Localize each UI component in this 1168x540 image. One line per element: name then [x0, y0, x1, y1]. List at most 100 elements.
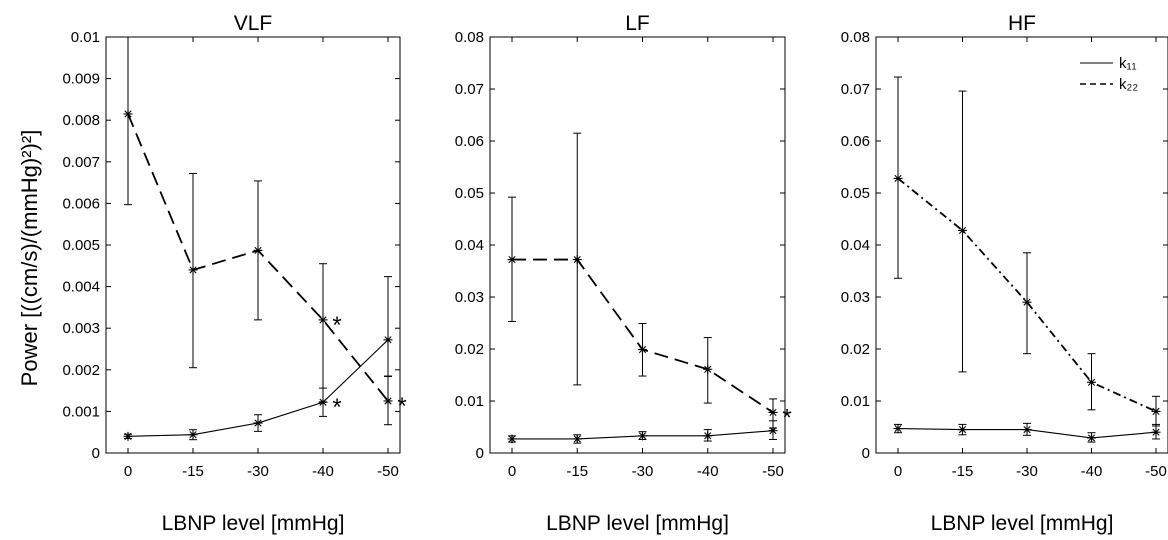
data-point-marker	[253, 418, 263, 428]
x-tick-label: -15	[566, 463, 588, 480]
y-tick-label: 0.008	[62, 112, 100, 129]
x-tick-label: -50	[762, 463, 784, 480]
data-point-marker	[1151, 406, 1161, 416]
data-point-marker-stroke	[958, 426, 967, 434]
x-tick-label: -30	[1016, 463, 1038, 480]
y-tick-label: 0.05	[455, 185, 484, 202]
data-point-marker-stroke	[319, 316, 327, 324]
chart-panel-vlf: VLF 0 0.001 0.002 0.003 0.004 0.005 0.006 0.007 0…	[62, 12, 406, 535]
data-point-marker	[318, 315, 328, 325]
data-point-marker-stroke	[508, 435, 516, 443]
data-point-marker	[383, 396, 393, 406]
y-tick-label: 0.03	[455, 289, 484, 306]
data-point-marker-stroke	[254, 419, 262, 427]
y-tick-label: 0.003	[62, 320, 100, 337]
chart-panel-lf: LF 0 0.01 0.02 0.03 0.04 0.05 0.06 0.07 0.08 0 -15 -…	[455, 12, 792, 535]
chart-title: LF	[625, 12, 650, 35]
data-point-marker-stroke	[189, 431, 197, 439]
data-point-marker	[893, 173, 903, 183]
data-point-marker	[572, 434, 582, 444]
data-point-marker-stroke	[573, 435, 581, 443]
legend-label-k11: k₁₁	[1119, 55, 1137, 72]
legend-label-k22: k₂₂	[1119, 76, 1138, 93]
series-k22	[507, 132, 778, 429]
data-point-marker	[507, 434, 517, 444]
y-tick-label: 0.01	[71, 29, 100, 46]
x-tick-label: -50	[1145, 463, 1167, 480]
data-point-marker	[188, 265, 198, 275]
significance-asterisk: *	[332, 394, 341, 421]
y-tick-label: 0.02	[455, 341, 484, 358]
data-point-marker-stroke	[1087, 434, 1096, 442]
data-point-marker-stroke	[384, 397, 392, 405]
y-tick-label: 0.009	[62, 71, 100, 88]
data-point-marker	[1151, 427, 1161, 437]
data-point-marker	[383, 335, 393, 345]
significance-asterisk: *	[397, 393, 406, 420]
chart-title: HF	[1008, 12, 1036, 35]
data-point-marker-stroke	[638, 432, 647, 440]
data-point-marker	[123, 431, 133, 441]
series-k11	[507, 420, 778, 444]
y-tick-label: 0.04	[455, 237, 484, 254]
y-tick-label: 0.005	[62, 237, 100, 254]
data-point-marker	[123, 109, 133, 119]
data-point-marker-stroke	[704, 432, 712, 440]
y-tick-label: 0.06	[841, 133, 870, 150]
x-tick-label: -50	[377, 463, 399, 480]
series-k11	[893, 422, 1161, 443]
data-point-marker-stroke	[1087, 378, 1096, 386]
data-point-marker	[638, 345, 647, 355]
y-tick-label: 0.004	[62, 279, 100, 296]
data-point-marker	[188, 430, 198, 440]
y-tick-label: 0.01	[455, 393, 484, 410]
data-point-marker	[1022, 297, 1032, 307]
data-point-marker-stroke	[508, 255, 516, 264]
x-tick-label: -40	[697, 463, 719, 480]
data-point-marker	[253, 245, 263, 255]
y-tick-label: 0.06	[455, 133, 484, 150]
y-tick-label: 0.02	[841, 341, 870, 358]
y-tick-label: 0.03	[841, 289, 870, 306]
data-point-marker	[1022, 425, 1032, 435]
data-point-marker	[572, 255, 582, 265]
data-point-marker	[958, 225, 967, 235]
x-tick-label: -15	[182, 463, 204, 480]
y-tick-label: 0.08	[841, 29, 870, 46]
y-tick-label: 0	[476, 445, 484, 462]
x-tick-label: 0	[508, 463, 516, 480]
plot-frame	[875, 36, 1168, 454]
data-point-marker-stroke	[124, 110, 132, 118]
series-k11	[123, 276, 393, 441]
x-tick-label: -40	[1081, 463, 1103, 480]
x-axis-label: LBNP level [mmHg]	[162, 512, 345, 535]
y-tick-label: 0	[92, 445, 100, 462]
data-point-marker-stroke	[189, 266, 197, 274]
y-tick-label: 0	[862, 445, 870, 462]
y-tick-label: 0.001	[62, 403, 100, 420]
error-bar	[319, 263, 327, 403]
significance-asterisk: *	[782, 404, 791, 431]
y-tick-label: 0.07	[841, 81, 870, 98]
x-axis-label: LBNP level [mmHg]	[546, 512, 729, 535]
y-tick-label: 0.007	[62, 154, 100, 171]
data-point-marker-stroke	[638, 345, 647, 354]
data-point-marker	[958, 425, 967, 435]
data-point-marker	[893, 424, 903, 434]
data-point-marker-stroke	[573, 255, 581, 264]
y-tick-label: 0.01	[841, 393, 870, 410]
data-point-marker-stroke	[1152, 407, 1160, 415]
x-tick-label: -30	[247, 463, 269, 480]
data-point-marker	[507, 255, 517, 265]
data-point-marker-stroke	[254, 246, 262, 254]
series-k22	[893, 76, 1161, 427]
data-point-marker-stroke	[1152, 428, 1160, 436]
y-tick-label: 0.05	[841, 185, 870, 202]
plot-frame	[105, 36, 401, 454]
significance-asterisk: *	[332, 312, 341, 339]
x-tick-label: 0	[124, 463, 132, 480]
data-point-marker-stroke	[958, 226, 967, 235]
y-tick-label: 0.07	[455, 81, 484, 98]
chart-title: VLF	[234, 12, 273, 35]
